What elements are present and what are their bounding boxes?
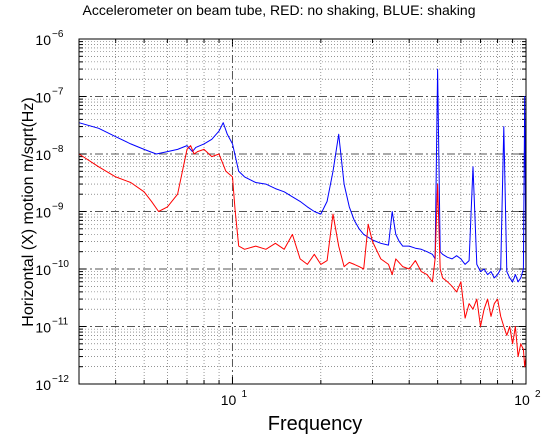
y-tick-label: 10 — [35, 205, 51, 221]
chart-title: Accelerometer on beam tube, RED: no shak… — [82, 2, 476, 18]
x-tick-label-exponent: 2 — [535, 389, 541, 400]
y-tick-label-exponent: −12 — [52, 374, 69, 385]
series-line-blue — [78, 68, 527, 283]
y-tick-label-exponent: −11 — [52, 317, 69, 328]
x-tick-label-exponent: 1 — [241, 389, 247, 400]
y-tick-label: 10 — [35, 262, 51, 278]
x-tick-label: 10 — [221, 392, 237, 408]
y-tick-label: 10 — [35, 147, 51, 163]
series-line-red — [78, 145, 527, 368]
y-axis-label: Horizontal (X) motion m/sqrt(Hz) — [20, 97, 37, 327]
y-tick-label: 10 — [35, 320, 51, 336]
y-tick-label-exponent: −10 — [52, 259, 69, 270]
y-tick-label-exponent: −6 — [52, 29, 64, 40]
x-axis-label: Frequency — [267, 413, 363, 435]
y-tick-label-exponent: −9 — [52, 202, 64, 213]
y-tick-label: 10 — [35, 90, 51, 106]
y-tick-label: 10 — [35, 377, 51, 393]
y-tick-label-exponent: −8 — [52, 144, 64, 155]
y-tick-label: 10 — [35, 32, 51, 48]
x-tick-label: 10 — [514, 392, 530, 408]
axes-frame — [78, 38, 527, 385]
y-tick-label-exponent: −7 — [52, 87, 64, 98]
